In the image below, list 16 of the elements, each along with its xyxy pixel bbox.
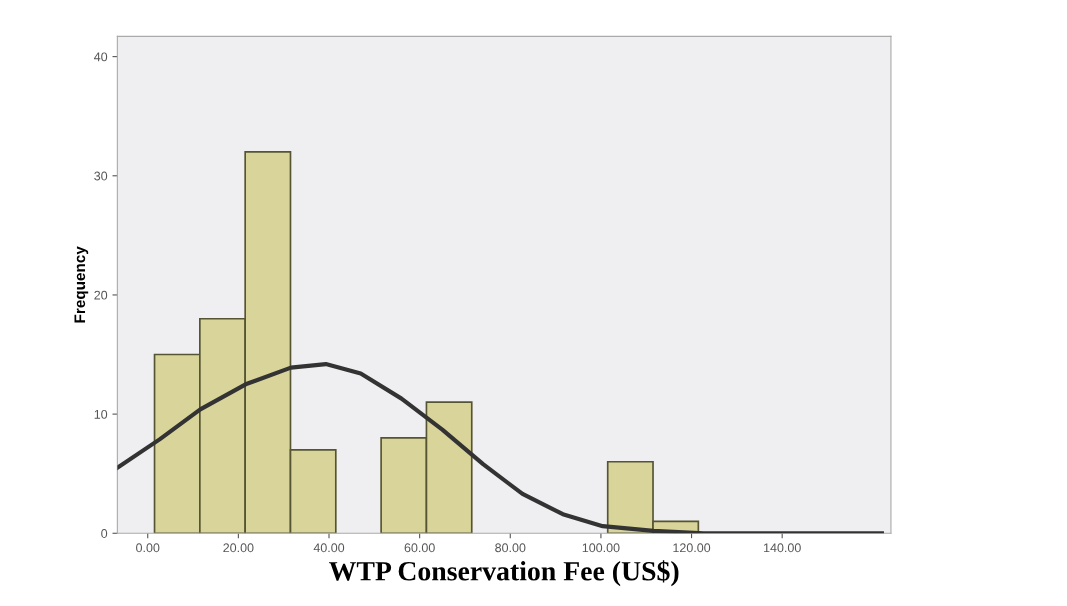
y-tick-label: 20 (94, 290, 108, 300)
x-tick-label: 40.00 (313, 543, 345, 553)
x-tick-label: 100.00 (582, 543, 620, 553)
x-tick-label: 120.00 (673, 543, 711, 553)
x-tick-label: 140.00 (764, 543, 801, 553)
line-series (117, 361, 884, 534)
y-tick-label: 10 (94, 409, 108, 419)
x-tick-label: 60.00 (404, 543, 435, 553)
y-tick-label: 0 (101, 529, 108, 538)
y-axis-title: Frequency (74, 246, 89, 323)
x-tick-label: 0.00 (136, 543, 160, 553)
x-tick-label: 80.00 (495, 543, 526, 553)
y-tick-label: 30 (94, 171, 108, 181)
x-axis-title: WTP Conservation Fee (US$) (329, 560, 679, 587)
y-tick-label: 40 (94, 52, 108, 62)
x-tick-label: 20.00 (223, 543, 254, 553)
